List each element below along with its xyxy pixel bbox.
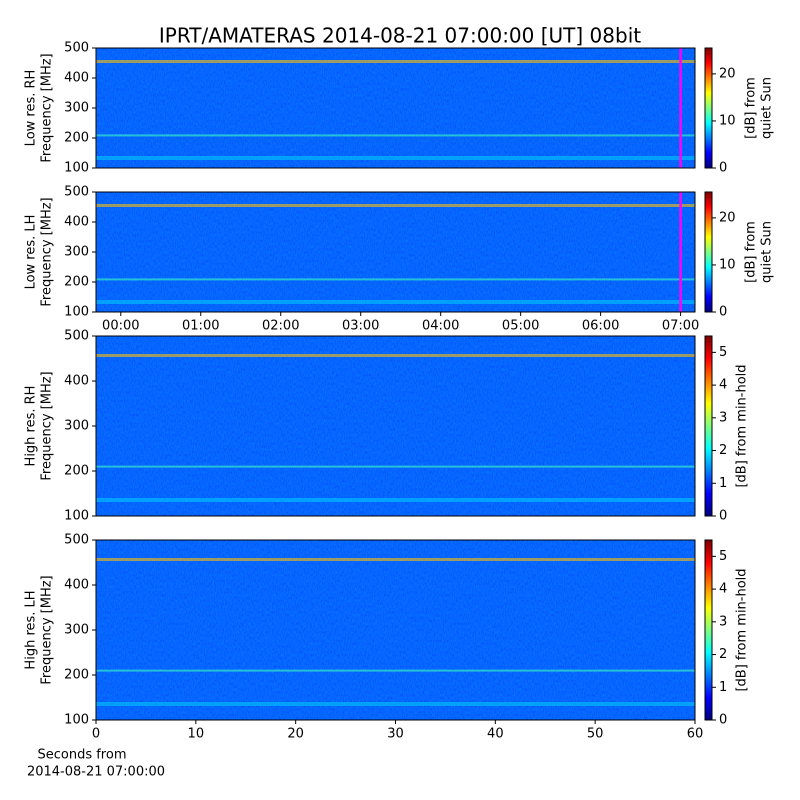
x-tick-label: 30 — [387, 727, 404, 742]
x-tick-label: 50 — [587, 727, 604, 742]
y-tick-label: 400 — [64, 215, 89, 230]
x-tick-label: 05:00 — [502, 319, 539, 334]
y-tick-label: 300 — [64, 419, 89, 434]
colorbar — [704, 539, 713, 721]
spectrogram-band — [96, 669, 695, 672]
spectrogram-band — [96, 300, 695, 304]
spectrogram-band — [96, 134, 695, 137]
colorbar-label: [dB] from — [744, 221, 759, 283]
colorbar-tick-label: 0 — [719, 305, 727, 320]
y-axis-label: Frequency [MHz] — [40, 371, 55, 480]
figure-title: IPRT/AMATERAS 2014-08-21 07:00:00 [UT] 0… — [159, 24, 641, 48]
colorbar-label: [dB] from min-hold — [735, 364, 750, 487]
x-tick-label: 01:00 — [182, 319, 219, 334]
y-axis-label: High res. LH — [24, 590, 39, 669]
x-tick-label: 07:00 — [662, 319, 699, 334]
colorbar-tick-label: 1 — [719, 476, 727, 491]
y-tick-label: 500 — [64, 41, 89, 56]
colorbar-tick-label: 3 — [719, 410, 727, 425]
spectrogram-band — [96, 558, 695, 561]
colorbar-tick-label: 5 — [719, 549, 727, 564]
y-tick-label: 100 — [64, 509, 89, 524]
y-tick-label: 200 — [64, 275, 89, 290]
colorbar-label: [dB] from min-hold — [735, 568, 750, 691]
y-tick-label: 500 — [64, 185, 89, 200]
spectrogram-noise — [96, 540, 695, 720]
y-axis-label: Frequency [MHz] — [40, 53, 55, 162]
y-tick-label: 200 — [64, 131, 89, 146]
x-tick-label: 40 — [487, 727, 504, 742]
spectrogram-band — [96, 204, 695, 207]
spectrogram-noise — [96, 336, 695, 516]
y-tick-label: 200 — [64, 464, 89, 479]
spectrogram-noise — [96, 192, 695, 312]
colorbar-tick-label: 10 — [719, 113, 736, 128]
y-tick-label: 500 — [64, 533, 89, 548]
x-tick-label: 04:00 — [422, 319, 459, 334]
y-axis-label: Frequency [MHz] — [40, 575, 55, 684]
colorbar-tick-label: 20 — [719, 210, 736, 225]
colorbar — [704, 47, 713, 169]
x-tick-label: 10 — [188, 727, 205, 742]
y-axis-label: Low res. LH — [24, 215, 39, 290]
spectrogram-band — [96, 498, 695, 502]
y-axis-label: Low res. RH — [24, 70, 39, 147]
spectrogram-band — [96, 702, 695, 706]
x-axis-label: Seconds from — [37, 748, 126, 763]
y-tick-label: 100 — [64, 305, 89, 320]
colorbar-tick-label: 0 — [719, 509, 727, 524]
spectrogram-band — [96, 278, 695, 281]
y-tick-label: 500 — [64, 329, 89, 344]
colorbar-tick-label: 2 — [719, 443, 727, 458]
x-tick-label: 06:00 — [582, 319, 619, 334]
y-axis-label: High res. RH — [24, 386, 39, 467]
y-tick-label: 100 — [64, 713, 89, 728]
x-axis-label: 2014-08-21 07:00:00 — [27, 765, 165, 780]
colorbar-tick-label: 0 — [719, 161, 727, 176]
colorbar-tick-label: 20 — [719, 66, 736, 81]
colorbar-tick-label: 2 — [719, 647, 727, 662]
colorbar-tick-label: 3 — [719, 614, 727, 629]
colorbar-label: quiet Sun — [760, 221, 775, 283]
colorbar — [704, 191, 713, 313]
y-tick-label: 300 — [64, 245, 89, 260]
spectrogram-band — [96, 60, 695, 63]
spectrogram-band — [96, 465, 695, 468]
x-tick-label: 02:00 — [262, 319, 299, 334]
spectrogram-noise — [96, 48, 695, 168]
y-tick-label: 400 — [64, 374, 89, 389]
x-tick-label: 20 — [287, 727, 304, 742]
y-tick-label: 200 — [64, 668, 89, 683]
colorbar-label: quiet Sun — [760, 77, 775, 139]
colorbar-tick-label: 4 — [719, 378, 727, 393]
y-axis-label: Frequency [MHz] — [40, 197, 55, 306]
y-tick-label: 300 — [64, 101, 89, 116]
spectrogram-band — [96, 156, 695, 160]
y-tick-label: 300 — [64, 623, 89, 638]
y-tick-label: 400 — [64, 578, 89, 593]
colorbar-tick-label: 10 — [719, 257, 736, 272]
colorbar — [704, 335, 713, 517]
colorbar-label: [dB] from — [744, 77, 759, 139]
colorbar-tick-label: 1 — [719, 680, 727, 695]
colorbar-tick-label: 0 — [719, 713, 727, 728]
spectrogram-band — [96, 354, 695, 357]
colorbar-tick-label: 4 — [719, 582, 727, 597]
x-tick-label: 03:00 — [342, 319, 379, 334]
y-tick-label: 100 — [64, 161, 89, 176]
y-tick-label: 400 — [64, 71, 89, 86]
x-tick-label: 00:00 — [102, 319, 139, 334]
x-tick-label: 60 — [687, 727, 704, 742]
colorbar-tick-label: 5 — [719, 345, 727, 360]
x-tick-label: 0 — [92, 727, 100, 742]
